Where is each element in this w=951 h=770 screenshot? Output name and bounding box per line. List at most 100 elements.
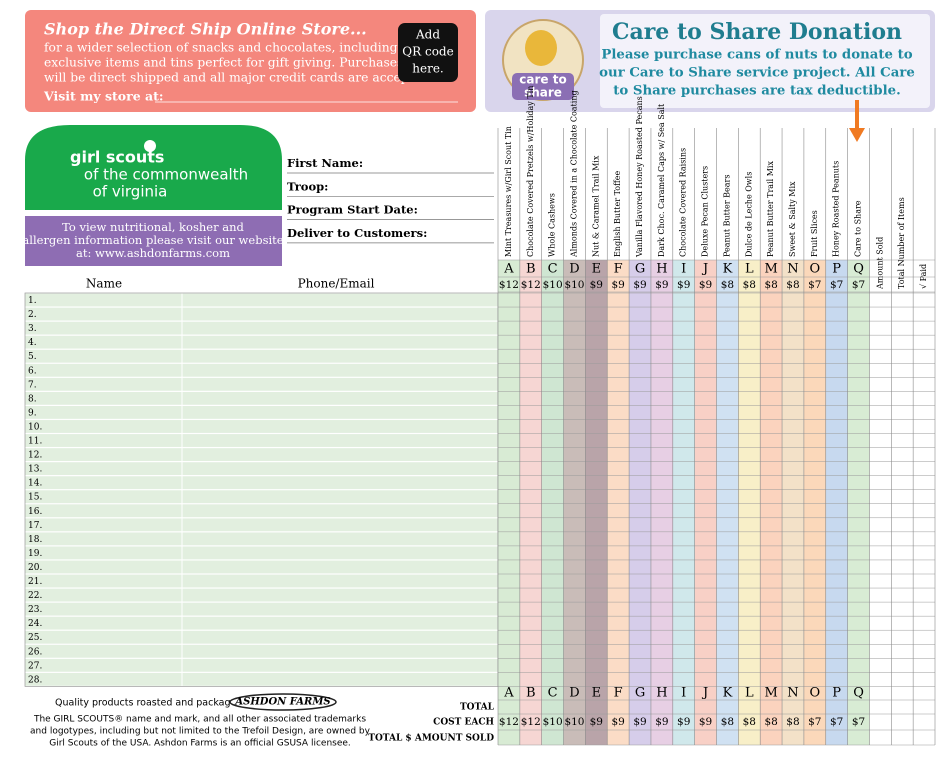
row-cell bbox=[182, 574, 498, 588]
arrow-head bbox=[849, 128, 865, 142]
product-letter: G bbox=[635, 686, 645, 701]
row-cell bbox=[25, 307, 182, 321]
row-number: 28. bbox=[28, 675, 42, 685]
store-box bbox=[25, 10, 476, 112]
row-cell bbox=[182, 321, 498, 335]
product-name: Chocolate Covered Pretzels w/Holiday Tin bbox=[526, 86, 535, 257]
row-cell bbox=[182, 476, 498, 490]
packaged: Quality products roasted and packaged by… bbox=[55, 698, 260, 709]
product-price: $7 bbox=[830, 279, 843, 291]
product-name: Vanilla Flavored Honey Roasted Pecans bbox=[635, 96, 644, 258]
product-price: $7 bbox=[808, 716, 821, 728]
row-number: 13. bbox=[28, 465, 42, 475]
row-cell bbox=[182, 658, 498, 672]
row-number: 2. bbox=[28, 310, 37, 320]
row-number: 21. bbox=[28, 577, 42, 587]
row-cell bbox=[182, 616, 498, 630]
column-fill bbox=[694, 260, 717, 745]
product-price: $8 bbox=[721, 279, 734, 291]
product-letter: J bbox=[701, 262, 708, 277]
qr-box bbox=[398, 23, 458, 82]
row-cell bbox=[182, 630, 498, 644]
product-letter: F bbox=[614, 686, 623, 701]
gs-sub: of the commonwealth bbox=[84, 166, 248, 184]
product-letter: J bbox=[701, 686, 708, 701]
product-letter: K bbox=[723, 262, 733, 277]
row-number: 18. bbox=[28, 535, 42, 545]
column-label: √ Paid bbox=[919, 264, 928, 289]
product-letter: D bbox=[569, 262, 579, 277]
product-letter: L bbox=[745, 686, 754, 701]
brand: ASHDON FARMS bbox=[234, 697, 330, 708]
product-price: $8 bbox=[743, 716, 756, 728]
row-cell bbox=[182, 349, 498, 363]
total-label: COST EACH bbox=[433, 718, 494, 728]
store-title: Shop the Direct Ship Online Store... bbox=[44, 20, 367, 39]
product-name: Sweet & Salty Mix bbox=[788, 181, 797, 257]
row-number: 24. bbox=[28, 619, 42, 629]
trefoil bbox=[144, 140, 156, 152]
row-cell bbox=[182, 448, 498, 461]
product-price: $8 bbox=[743, 279, 756, 291]
row-cell bbox=[182, 532, 498, 546]
row-cell bbox=[25, 406, 182, 419]
care-panel bbox=[600, 14, 930, 108]
row-cell bbox=[25, 658, 182, 672]
product-letter: A bbox=[503, 686, 514, 701]
product-price: $10 bbox=[543, 716, 563, 728]
product-letter: M bbox=[764, 686, 777, 701]
row-number: 25. bbox=[28, 633, 42, 643]
row-number: 7. bbox=[28, 380, 37, 390]
row-cell bbox=[25, 574, 182, 588]
product-name: Nut & Caramel Trail Mix bbox=[591, 155, 600, 257]
product-letter: H bbox=[656, 686, 667, 701]
product-name: Dark Choc. Caramel Caps w/ Sea Salt bbox=[657, 103, 666, 257]
field-label: Troop: bbox=[287, 179, 328, 193]
care-logo-banner bbox=[512, 73, 574, 100]
product-price: $10 bbox=[564, 279, 584, 291]
product-letter: N bbox=[787, 262, 798, 277]
row-cell bbox=[25, 616, 182, 630]
product-name: English Butter Toffee bbox=[613, 170, 622, 257]
row-number: 19. bbox=[28, 549, 42, 559]
column-fill bbox=[607, 260, 630, 745]
product-price: $10 bbox=[543, 279, 563, 291]
product-price: $12 bbox=[499, 716, 519, 728]
product-letter: B bbox=[526, 686, 536, 701]
qr-text: QR code bbox=[402, 45, 453, 59]
row-number: 12. bbox=[28, 451, 42, 461]
product-letter: O bbox=[809, 686, 820, 701]
product-letter: Q bbox=[853, 262, 864, 277]
row-cell bbox=[25, 630, 182, 644]
product-price: $8 bbox=[721, 716, 734, 728]
product-letter: B bbox=[526, 262, 536, 277]
total-label: TOTAL bbox=[460, 703, 495, 713]
row-cell bbox=[182, 644, 498, 658]
product-letter: D bbox=[569, 686, 579, 701]
info-line: allergen information please visit our we… bbox=[22, 233, 283, 247]
row-cell bbox=[25, 363, 182, 377]
column-fill bbox=[716, 260, 739, 745]
row-number: 22. bbox=[28, 591, 42, 601]
gs-logo-box bbox=[25, 125, 282, 210]
row-cell bbox=[182, 490, 498, 504]
product-name: Peanut Butter Trail Mix bbox=[766, 161, 775, 257]
row-number: 1. bbox=[28, 296, 37, 306]
care-logo-text: share bbox=[524, 86, 562, 100]
column-fill bbox=[541, 260, 564, 745]
product-letter: O bbox=[809, 262, 820, 277]
row-number: 10. bbox=[28, 422, 42, 432]
row-cell bbox=[182, 391, 498, 405]
product-price: $8 bbox=[764, 279, 777, 291]
disclaimer: Girl Scouts of the USA. Ashdon Farms is … bbox=[49, 739, 351, 749]
beehive bbox=[525, 30, 557, 66]
column-fill bbox=[585, 260, 608, 745]
row-cell bbox=[182, 588, 498, 602]
product-letter: N bbox=[787, 686, 798, 701]
disclaimer: and logotypes, including but not limited… bbox=[30, 727, 371, 737]
gs-name: girl scouts bbox=[70, 148, 164, 167]
row-cell bbox=[182, 307, 498, 321]
product-name: Fruit Slices bbox=[810, 210, 819, 257]
column-fill bbox=[847, 260, 870, 745]
row-cell bbox=[25, 377, 182, 391]
